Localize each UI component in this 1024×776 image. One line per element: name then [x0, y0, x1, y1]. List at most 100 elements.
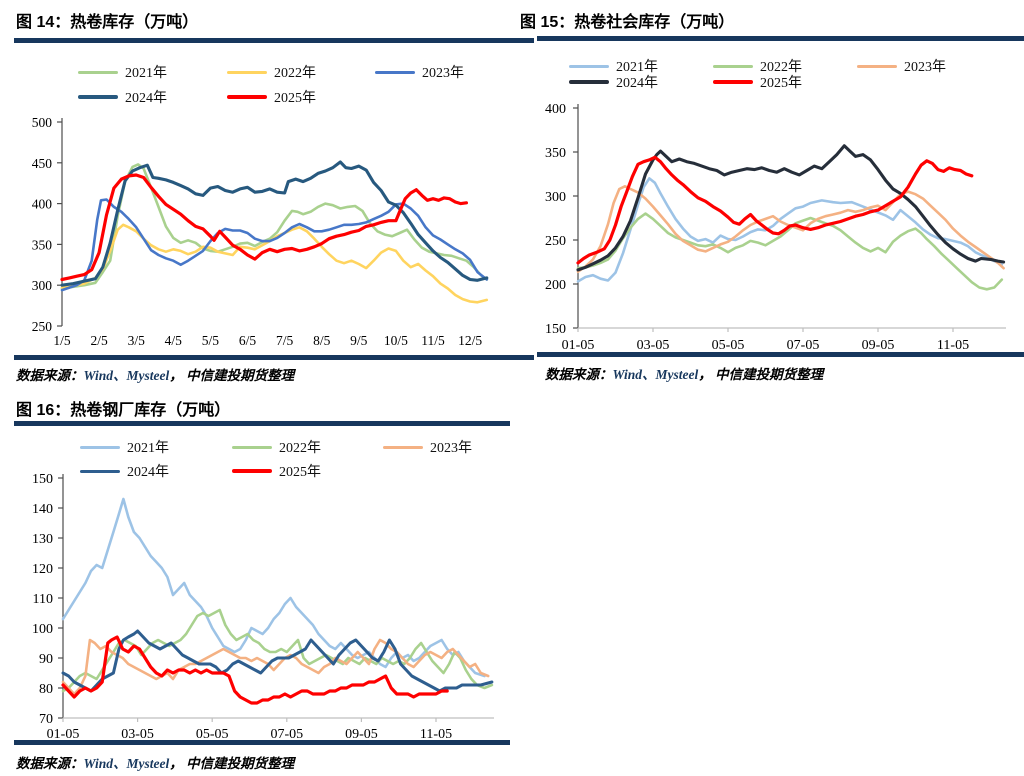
source-prefix: 数据来源： [16, 368, 84, 383]
source-suffix: ， 中信建投期货整理 [169, 368, 295, 383]
y-tick-label: 120 [32, 562, 53, 577]
figure-16-title: 图 16：热卷钢厂库存（万吨） [16, 402, 231, 419]
source-vendors: Wind、Mysteel [83, 756, 170, 771]
legend-item-2022年: 2022年 [232, 437, 321, 457]
legend-swatch-2025年 [227, 95, 267, 99]
x-tick-label: 11/5 [421, 333, 445, 348]
legend-item-2025年: 2025年 [713, 72, 802, 92]
x-tick-label: 07-05 [270, 727, 303, 742]
legend-label-2023年: 2023年 [422, 66, 464, 81]
y-tick-label: 300 [32, 278, 53, 293]
x-tick-label: 01-05 [562, 338, 595, 353]
y-tick-label: 110 [33, 592, 53, 607]
figure-14-title-rule [14, 38, 534, 43]
legend-label-2025年: 2025年 [279, 465, 321, 480]
y-tick-label: 150 [545, 322, 566, 337]
y-tick-label: 200 [545, 278, 566, 293]
series-line-2025年 [60, 173, 468, 282]
legend-label-2023年: 2023年 [904, 60, 946, 75]
y-tick-label: 90 [39, 652, 53, 667]
series-line-2021年 [576, 177, 1004, 283]
series-line-2024年 [61, 629, 494, 693]
y-tick-label: 450 [32, 156, 53, 171]
source-prefix: 数据来源： [16, 756, 84, 771]
legend-swatch-2022年 [713, 64, 753, 68]
series-line-2024年 [576, 144, 1006, 272]
source-vendors: Wind、Mysteel [83, 368, 170, 383]
x-tick-label: 05-05 [196, 727, 229, 742]
figure-16-title-rule [14, 421, 510, 426]
y-tick-label: 400 [32, 197, 53, 212]
legend-swatch-2024年 [78, 95, 118, 99]
x-tick-label: 03-05 [637, 338, 670, 353]
figure-15-title: 图 15：热卷社会库存（万吨） [520, 14, 735, 31]
legend-label-2025年: 2025年 [274, 91, 316, 106]
legend-swatch-2024年 [80, 469, 120, 473]
x-tick-label: 3/5 [128, 333, 146, 348]
legend-swatch-2021年 [78, 70, 118, 74]
legend-swatch-2021年 [80, 445, 120, 449]
series-line-2023年 [61, 638, 490, 696]
x-tick-label: 11-05 [420, 727, 452, 742]
source-vendors: Wind、Mysteel [612, 367, 699, 382]
y-tick-label: 350 [545, 146, 566, 161]
legend-item-2024年: 2024年 [569, 72, 658, 92]
series-line-2022年 [60, 223, 489, 304]
figure-15-bottom-rule [537, 352, 1024, 357]
source-suffix: ， 中信建投期货整理 [698, 367, 824, 382]
legend-label-2021年: 2021年 [127, 441, 169, 456]
series-line-2024年 [60, 160, 489, 287]
y-tick-label: 350 [32, 237, 53, 252]
x-tick-label: 10/5 [384, 333, 408, 348]
legend-swatch-2025年 [232, 469, 272, 473]
y-tick-label: 80 [39, 682, 53, 697]
legend-item-2021年: 2021年 [569, 56, 658, 76]
legend-label-2022年: 2022年 [274, 66, 316, 81]
x-tick-label: 01-05 [47, 727, 80, 742]
y-tick-label: 250 [32, 319, 53, 334]
source-suffix: ， 中信建投期货整理 [169, 756, 295, 771]
y-tick-label: 250 [545, 234, 566, 249]
legend-label-2022年: 2022年 [279, 441, 321, 456]
legend-swatch-2023年 [383, 445, 423, 449]
legend-item-2023年: 2023年 [375, 62, 464, 82]
y-tick-label: 70 [39, 712, 53, 727]
legend-item-2024年: 2024年 [78, 87, 167, 107]
legend-item-2024年: 2024年 [80, 461, 169, 481]
x-tick-label: 6/5 [239, 333, 257, 348]
x-tick-label: 09-05 [345, 727, 378, 742]
x-tick-label: 09-05 [862, 338, 895, 353]
x-tick-label: 03-05 [121, 727, 154, 742]
legend-label-2023年: 2023年 [430, 441, 472, 456]
y-tick-label: 150 [32, 472, 53, 487]
y-tick-label: 500 [32, 115, 53, 130]
legend-swatch-2023年 [375, 70, 415, 74]
legend-label-2025年: 2025年 [760, 76, 802, 91]
x-tick-label: 4/5 [165, 333, 183, 348]
figure-14-chart: 250 300 350 400 450 500 1/5 2/5 3/5 4/5 5/5 6/5 7/5 8… [32, 115, 489, 348]
legend-swatch-2023年 [857, 64, 897, 68]
legend-label-2024年: 2024年 [125, 91, 167, 106]
legend-item-2025年: 2025年 [227, 87, 316, 107]
x-tick-label: 05-05 [712, 338, 745, 353]
figure-15-source: 数据来源：Wind、Mysteel， 中信建投期货整理 [545, 363, 823, 383]
source-prefix: 数据来源： [545, 367, 613, 382]
y-tick-label: 130 [32, 532, 53, 547]
y-tick-label: 400 [545, 102, 566, 117]
legend-label-2024年: 2024年 [616, 76, 658, 91]
figure-15-title-rule [537, 36, 1024, 41]
legend-item-2021年: 2021年 [78, 62, 167, 82]
legend-label-2021年: 2021年 [125, 66, 167, 81]
legend-item-2023年: 2023年 [383, 437, 472, 457]
y-tick-label: 300 [545, 190, 566, 205]
figure-14-bottom-rule [14, 355, 534, 360]
legend-swatch-2021年 [569, 64, 609, 68]
legend-label-2021年: 2021年 [616, 60, 658, 75]
legend-label-2024年: 2024年 [127, 465, 169, 480]
legend-item-2023年: 2023年 [857, 56, 946, 76]
series-line-2023年 [576, 185, 1005, 273]
x-tick-label: 2/5 [90, 333, 108, 348]
series-line-2025年 [576, 155, 974, 265]
figure-16-source: 数据来源：Wind、Mysteel， 中信建投期货整理 [16, 752, 294, 772]
